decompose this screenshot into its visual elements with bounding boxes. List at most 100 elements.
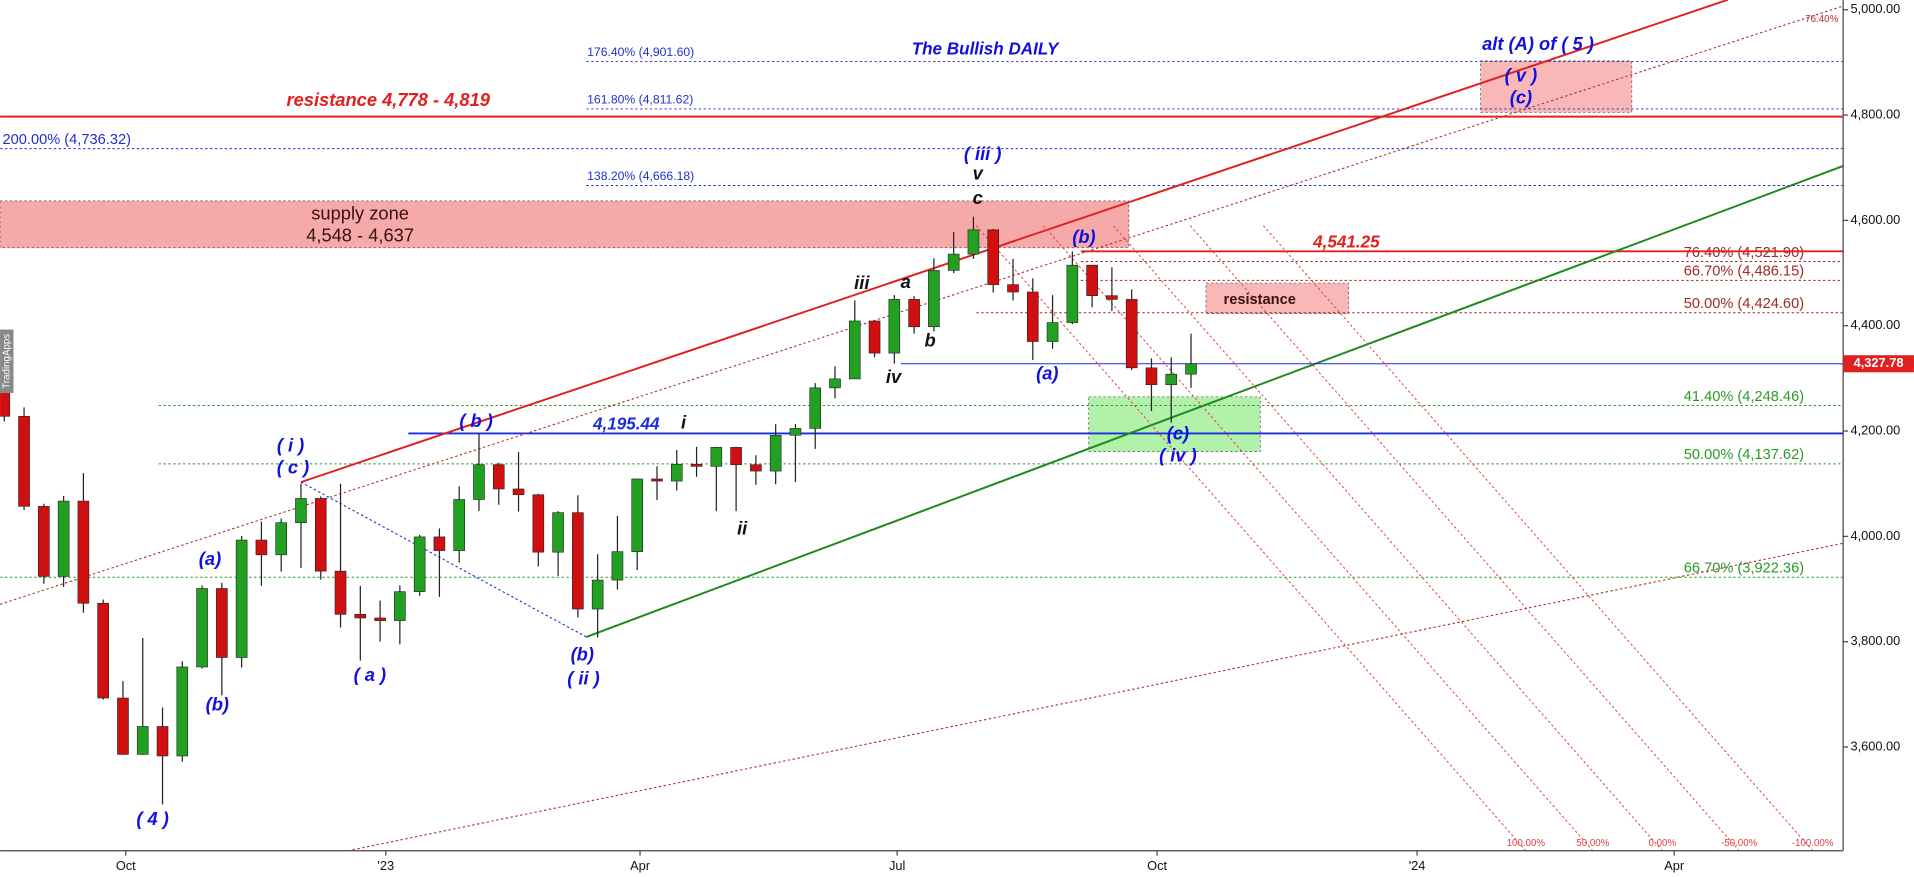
candle-body xyxy=(1007,284,1019,293)
candle-body xyxy=(572,512,584,610)
annotation: (a) xyxy=(1036,363,1058,384)
candle-body xyxy=(354,613,367,619)
annotation: v xyxy=(973,162,984,183)
fan-line xyxy=(1262,225,1814,851)
candle-body xyxy=(947,253,960,271)
annotation: i xyxy=(681,411,687,432)
candle-body xyxy=(196,588,208,668)
x-tick-label: Oct xyxy=(1147,858,1167,873)
annotation: ( b ) xyxy=(459,410,493,431)
candle-body xyxy=(1125,299,1138,369)
candle-body xyxy=(374,617,386,621)
annotation: ( i ) xyxy=(277,435,304,456)
trendline xyxy=(300,481,587,638)
annotation: (c) xyxy=(1510,87,1532,108)
fan-line xyxy=(1112,225,1663,851)
annotation: 4,548 - 4,637 xyxy=(306,225,414,246)
last-price-label: 4,327.78 xyxy=(1854,355,1904,370)
y-tick-label: 5,000.00 xyxy=(1850,1,1900,16)
fib-label: 161.80% (4,811.62) xyxy=(587,93,693,107)
annotation: (c) xyxy=(1167,422,1189,443)
annotation: ( a ) xyxy=(354,664,387,685)
candle-body xyxy=(295,498,307,523)
candle-body xyxy=(38,506,50,577)
candle-body xyxy=(413,536,426,592)
candle-body xyxy=(1026,291,1039,342)
candle-body xyxy=(1185,363,1197,375)
candle-body xyxy=(136,726,149,755)
candle-body xyxy=(690,463,703,467)
fan-label: 50.00% xyxy=(1576,838,1609,849)
fan-line xyxy=(1189,225,1740,851)
annotation: iv xyxy=(886,366,902,387)
candle-body xyxy=(176,666,189,757)
candle-body xyxy=(512,488,525,496)
fan-label: -50.00% xyxy=(1721,838,1758,849)
annotation: ( iv ) xyxy=(1159,444,1197,465)
candle-body xyxy=(532,494,545,553)
annotation: resistance 4,778 - 4,819 xyxy=(286,89,490,110)
candle-body xyxy=(1086,264,1098,297)
annotation: supply zone xyxy=(311,203,409,224)
last-price-tag xyxy=(1843,355,1914,373)
candle-body xyxy=(255,539,268,556)
candle-body xyxy=(987,229,1000,285)
level-label: 4,195.44 xyxy=(592,414,660,433)
candle-body xyxy=(57,500,70,577)
candle-body xyxy=(730,447,742,466)
candle-body xyxy=(552,512,564,553)
zone xyxy=(1205,282,1350,314)
candle-body xyxy=(809,387,822,429)
trendline xyxy=(586,164,1844,638)
annotation: ( iii ) xyxy=(964,143,1002,164)
chart-title: The Bullish DAILY xyxy=(912,40,1060,59)
candle-body xyxy=(888,299,901,354)
x-tick-label: '24 xyxy=(1409,858,1426,873)
candle-body xyxy=(453,499,465,551)
annotation: ii xyxy=(737,518,748,539)
fib-label: 41.40% (4,248.46) xyxy=(1684,389,1804,405)
candle-body xyxy=(750,464,762,472)
fan-label: -100.00% xyxy=(1792,838,1834,849)
fib-label: 200.00% (4,736.32) xyxy=(2,132,130,148)
candle-body xyxy=(334,570,347,615)
trendline xyxy=(0,5,1844,605)
annotation: b xyxy=(925,330,936,351)
candle-body xyxy=(868,320,881,354)
level-label: 4,541.25 xyxy=(1312,232,1380,251)
candle-body xyxy=(314,498,327,572)
candle-body xyxy=(433,536,446,551)
y-tick-label: 4,200.00 xyxy=(1850,422,1900,437)
annotation: ( v ) xyxy=(1505,65,1538,86)
candle-body xyxy=(473,464,485,500)
candle-body xyxy=(651,478,663,482)
fan-label: 100.00% xyxy=(1507,838,1546,849)
y-tick-label: 3,600.00 xyxy=(1850,738,1900,753)
fib-label: 76.40% (4,521.90) xyxy=(1684,245,1804,261)
trendline-label: 76.40% xyxy=(1805,14,1838,25)
candle-body xyxy=(1165,373,1178,386)
candle-body xyxy=(631,478,644,552)
x-tick-label: Oct xyxy=(116,858,136,873)
candle-body xyxy=(275,522,287,556)
trendline xyxy=(300,0,1729,484)
annotation: resistance xyxy=(1224,292,1296,308)
annotation: (b) xyxy=(1072,226,1095,247)
y-tick-label: 4,800.00 xyxy=(1850,106,1900,121)
axes: 3,600.00 3,800.00 4,000.00 4,200.00 4,400.00… xyxy=(116,1,1914,873)
candle-body xyxy=(394,591,406,621)
annotation: ( 4 ) xyxy=(136,808,169,829)
candle-body xyxy=(117,697,129,755)
annotation: (b) xyxy=(206,693,229,714)
candle-body xyxy=(670,463,683,482)
candle-body xyxy=(591,579,604,610)
x-tick-label: Jul xyxy=(889,858,905,873)
candle-body xyxy=(1066,264,1079,323)
fib-label: 138.20% (4,666.18) xyxy=(587,169,694,183)
candle-body xyxy=(77,500,90,604)
y-tick-label: 3,800.00 xyxy=(1850,633,1900,648)
annotation: alt (A) of ( 5 ) xyxy=(1482,33,1594,54)
annotation: (b) xyxy=(571,643,594,664)
y-tick-label: 4,000.00 xyxy=(1850,528,1900,543)
